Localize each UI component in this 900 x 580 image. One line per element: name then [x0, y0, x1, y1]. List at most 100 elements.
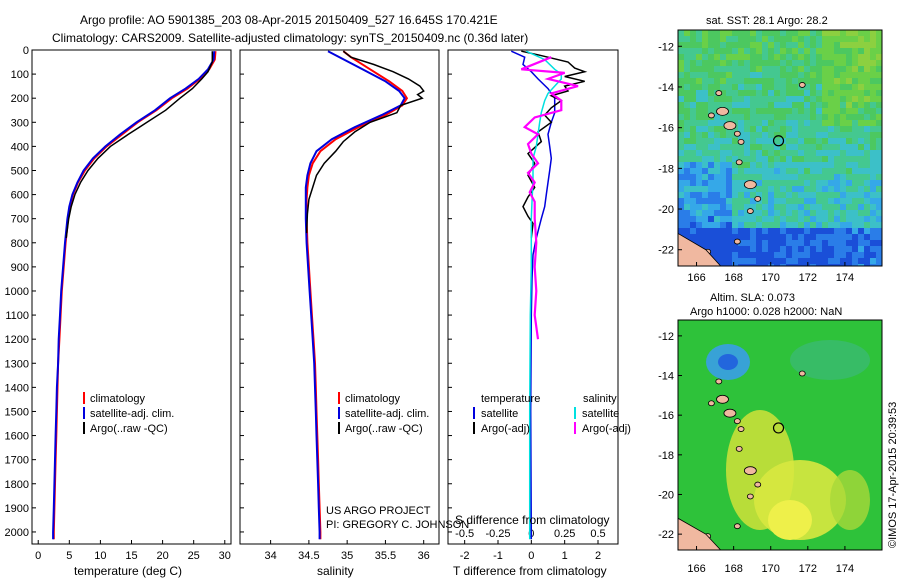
x-tick-label: 1	[562, 550, 568, 562]
island	[715, 90, 723, 96]
sst-cell	[804, 60, 810, 66]
sst-cell	[768, 132, 774, 138]
sst-cell	[828, 114, 834, 120]
sst-cell	[768, 126, 774, 132]
sst-cell	[774, 126, 780, 132]
sst-cell	[750, 60, 756, 66]
sst-cell	[684, 222, 690, 228]
sst-cell	[738, 264, 744, 266]
sst-cell	[768, 90, 774, 96]
sst-cell	[768, 228, 774, 234]
sst-cell	[690, 42, 696, 48]
sst-cell	[816, 114, 822, 120]
sst-cell	[846, 36, 852, 42]
y-tick-label: 1500	[5, 406, 29, 418]
sst-cell	[732, 84, 738, 90]
sst-cell	[744, 120, 750, 126]
sst-cell	[828, 198, 834, 204]
sst-cell	[696, 96, 702, 102]
legend-label: climatology	[345, 393, 401, 405]
sst-cell	[678, 30, 684, 36]
sst-cell	[708, 84, 714, 90]
sst-cell	[690, 174, 696, 180]
y-tick-label: 1900	[5, 503, 29, 515]
sst-cell	[738, 72, 744, 78]
sst-cell	[780, 168, 786, 174]
sst-cell	[864, 78, 870, 84]
sst-cell	[822, 66, 828, 72]
sst-cell	[690, 162, 696, 168]
sst-cell	[846, 198, 852, 204]
y-tick-label: 800	[11, 238, 29, 250]
sst-cell	[714, 198, 720, 204]
sst-cell	[804, 162, 810, 168]
legend-label: Argo(-adj)	[582, 423, 631, 435]
sst-cell	[744, 186, 750, 192]
sst-cell	[792, 264, 798, 266]
sst-cell	[864, 120, 870, 126]
sst-cell	[738, 78, 744, 84]
sst-cell	[738, 246, 744, 252]
sst-cell	[840, 66, 846, 72]
sst-cell	[804, 132, 810, 138]
sst-cell	[816, 84, 822, 90]
sst-cell	[702, 54, 708, 60]
sst-cell	[744, 48, 750, 54]
sst-cell	[750, 132, 756, 138]
sla-map-title-1: Altim. SLA: 0.073	[710, 292, 795, 304]
sst-cell	[870, 246, 876, 252]
sst-cell	[678, 90, 684, 96]
sst-cell	[690, 96, 696, 102]
sst-cell	[852, 264, 858, 266]
sst-cell	[702, 132, 708, 138]
sst-cell	[834, 204, 840, 210]
sst-cell	[834, 180, 840, 186]
sst-cell	[678, 174, 684, 180]
sst-cell	[690, 66, 696, 72]
sst-cell	[786, 132, 792, 138]
sst-cell	[840, 120, 846, 126]
sst-cell	[876, 96, 882, 102]
sst-cell	[738, 126, 744, 132]
sst-cell	[858, 78, 864, 84]
sst-cell	[840, 186, 846, 192]
sst-cell	[702, 234, 708, 240]
sst-cell	[726, 114, 732, 120]
sst-cell	[822, 144, 828, 150]
sst-cell	[816, 78, 822, 84]
sst-cell	[828, 96, 834, 102]
sst-cell	[834, 114, 840, 120]
sst-cell	[750, 252, 756, 258]
sst-cell	[726, 84, 732, 90]
sst-cell	[696, 72, 702, 78]
sst-cell	[780, 216, 786, 222]
sst-cell	[732, 30, 738, 36]
sst-cell	[828, 132, 834, 138]
sst-cell	[774, 54, 780, 60]
sst-cell	[780, 180, 786, 186]
sst-cell	[768, 84, 774, 90]
x-tick-label: 2	[595, 550, 601, 562]
sst-cell	[696, 186, 702, 192]
sst-cell	[726, 72, 732, 78]
sst-cell	[870, 102, 876, 108]
sst-cell	[852, 60, 858, 66]
sst-cell	[750, 168, 756, 174]
sst-cell	[714, 48, 720, 54]
sst-cell	[696, 42, 702, 48]
sst-cell	[684, 144, 690, 150]
sst-cell	[708, 126, 714, 132]
sst-cell	[702, 36, 708, 42]
sst-cell	[708, 120, 714, 126]
sst-cell	[822, 36, 828, 42]
sst-cell	[738, 144, 744, 150]
sst-cell	[690, 90, 696, 96]
sst-cell	[786, 174, 792, 180]
sst-cell	[774, 204, 780, 210]
island	[716, 394, 729, 404]
sst-cell	[696, 108, 702, 114]
sst-cell	[726, 252, 732, 258]
sst-cell	[744, 126, 750, 132]
sst-cell	[768, 216, 774, 222]
sst-cell	[708, 156, 714, 162]
